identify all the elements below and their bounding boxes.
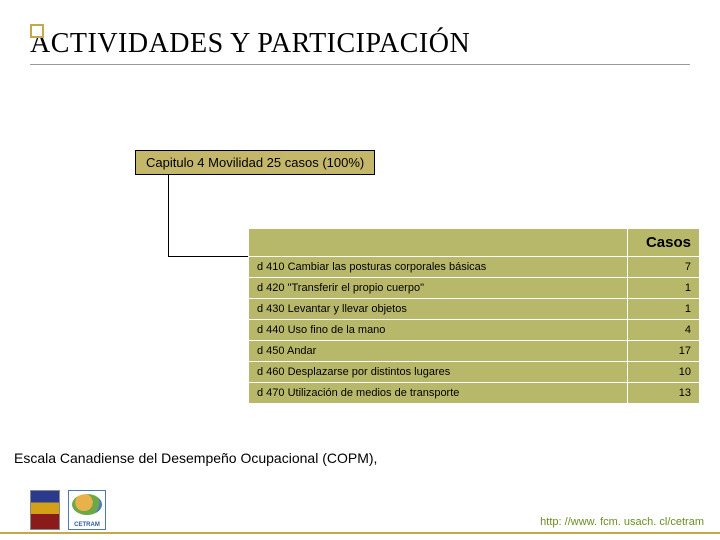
page-title: ACTIVIDADES Y PARTICIPACIÓN [30, 28, 690, 60]
row-value: 1 [628, 278, 700, 299]
row-label: d 440 Uso fino de la mano [249, 320, 628, 341]
table-row: d 460 Desplazarse por distintos lugares … [249, 362, 700, 383]
table-row: d 450 Andar 17 [249, 341, 700, 362]
row-value: 17 [628, 341, 700, 362]
row-value: 1 [628, 299, 700, 320]
logos [30, 490, 106, 530]
row-value: 13 [628, 383, 700, 404]
bottom-accent-line [0, 532, 720, 534]
cetram-logo-icon [68, 490, 106, 530]
row-label: d 430 Levantar y llevar objetos [249, 299, 628, 320]
row-value: 4 [628, 320, 700, 341]
title-area: ACTIVIDADES Y PARTICIPACIÓN [30, 28, 690, 60]
table-header-row: Casos [249, 229, 700, 257]
title-accent-square [30, 24, 44, 38]
row-label: d 410 Cambiar las posturas corporales bá… [249, 257, 628, 278]
title-underline [30, 64, 690, 65]
table-row: d 420 "Transferir el propio cuerpo" 1 [249, 278, 700, 299]
cases-table: Casos d 410 Cambiar las posturas corpora… [248, 228, 700, 404]
table-header-empty [249, 229, 628, 257]
shield-logo-icon [30, 490, 60, 530]
connector-vertical [168, 174, 169, 256]
row-value: 7 [628, 257, 700, 278]
row-label: d 420 "Transferir el propio cuerpo" [249, 278, 628, 299]
connector-horizontal [168, 256, 248, 257]
footer-text: Escala Canadiense del Desempeño Ocupacio… [14, 450, 377, 466]
row-value: 10 [628, 362, 700, 383]
row-label: d 460 Desplazarse por distintos lugares [249, 362, 628, 383]
row-label: d 470 Utilización de medios de transport… [249, 383, 628, 404]
url-text: http: //www. fcm. usach. cl/cetram [540, 516, 704, 528]
table-row: d 430 Levantar y llevar objetos 1 [249, 299, 700, 320]
table-row: d 440 Uso fino de la mano 4 [249, 320, 700, 341]
table-header-cases: Casos [628, 229, 700, 257]
row-label: d 450 Andar [249, 341, 628, 362]
table-row: d 410 Cambiar las posturas corporales bá… [249, 257, 700, 278]
table-row: d 470 Utilización de medios de transport… [249, 383, 700, 404]
chapter-box: Capitulo 4 Movilidad 25 casos (100%) [135, 150, 375, 175]
